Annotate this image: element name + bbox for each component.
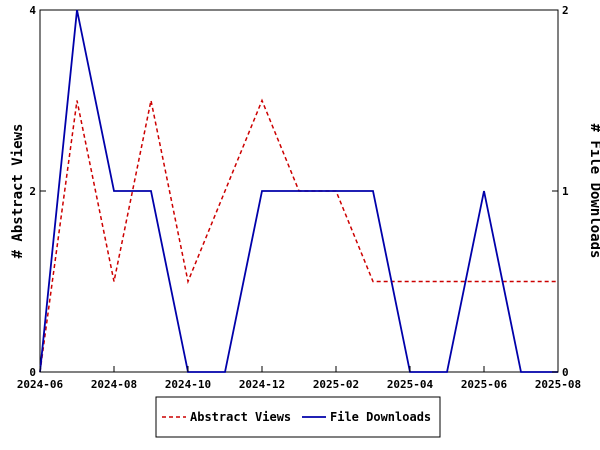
x-tick-label-2025-04: 2025-04	[387, 378, 434, 391]
x-tick-label-2024-08: 2024-08	[91, 378, 137, 391]
y-axis-left-title: # Abstract Views	[10, 124, 26, 259]
y-right-tick-label-0: 0	[562, 366, 569, 379]
x-tick-label-2024-06: 2024-06	[17, 378, 64, 391]
x-tick-label-2025-06: 2025-06	[461, 378, 508, 391]
x-tick-label-2025-08: 2025-08	[535, 378, 581, 391]
x-tick-label-2024-10: 2024-10	[165, 378, 211, 391]
ticks-layer: 2024-06 2024-08 2024-10 2024-12 2025-02 2025-…	[17, 4, 581, 391]
legend: Abstract Views File Downloads	[155, 396, 441, 438]
y-left-tick-label-2: 2	[29, 185, 36, 198]
x-tick-label-2025-02: 2025-02	[313, 378, 359, 391]
legend-label-file-downloads: File Downloads	[330, 410, 431, 424]
y-right-tick-label-1: 1	[562, 185, 569, 198]
y-left-tick-label-0: 0	[29, 366, 36, 379]
legend-label-abstract-views: Abstract Views	[190, 410, 291, 424]
y-right-tick-label-2: 2	[562, 4, 569, 17]
y-axis-right-title: # File Downloads	[587, 124, 600, 259]
series-layer	[39, 9, 558, 373]
legend-box	[155, 396, 441, 438]
series-line-file-downloads	[39, 9, 558, 373]
y-left-tick-label-4: 4	[29, 4, 36, 17]
x-tick-label-2024-12: 2024-12	[239, 378, 285, 391]
